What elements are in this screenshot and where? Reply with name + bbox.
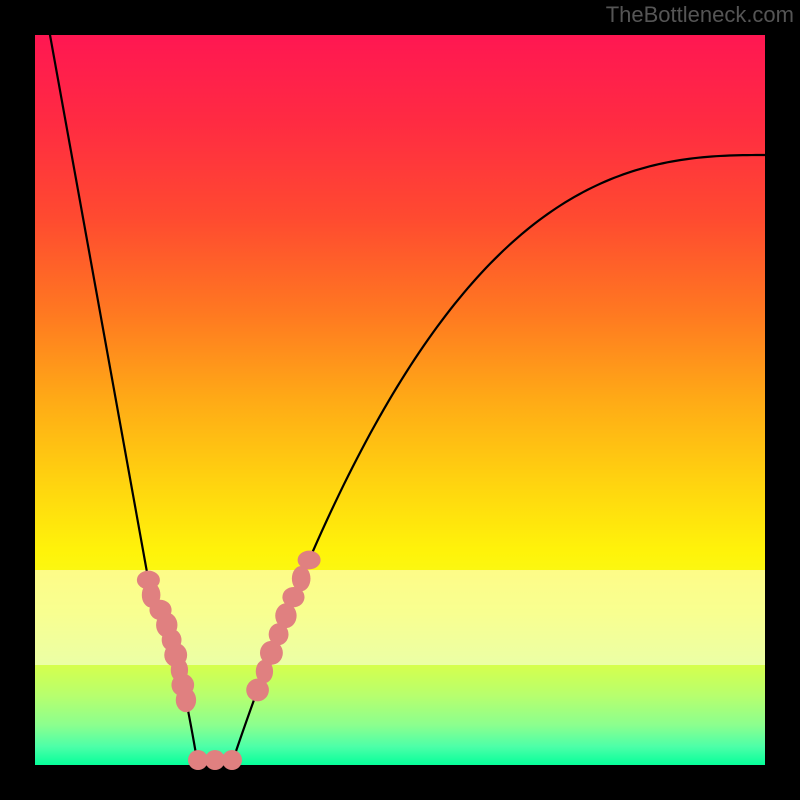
data-marker bbox=[176, 688, 196, 712]
data-marker bbox=[246, 679, 269, 702]
bottleneck-chart bbox=[0, 0, 800, 800]
data-marker bbox=[222, 750, 242, 770]
